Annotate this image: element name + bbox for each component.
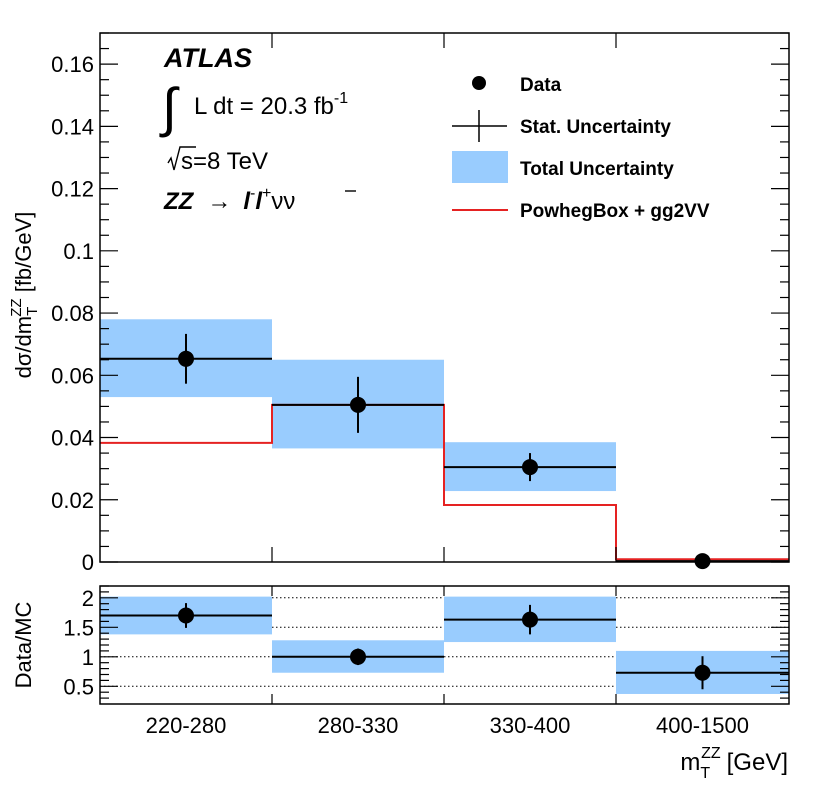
integral-sign: ∫ [159,78,180,138]
x-bin-label: 400-1500 [656,713,749,738]
legend-stat-label: Stat. Uncertainty [520,117,671,138]
xlabel-unit: [GeV] [727,749,788,776]
ratio-ytick-label: 2 [82,586,94,611]
main-ylabel-unit: [fb/GeV] [11,212,36,299]
process-l2: l [255,188,263,215]
main-ytick-label: 0.1 [63,239,94,264]
main-ytick-label: 0.08 [51,301,94,326]
xlabel-main: m [680,749,700,776]
legend-total-label: Total Uncertainty [520,159,674,180]
process-zz: ZZ [163,188,195,215]
experiment-label: ATLAS [163,43,252,73]
legend-pred-label: PowhegBox + gg2VV [520,201,710,222]
main-ylabel-sub: T [24,307,41,316]
process-arrow: → [207,188,231,215]
ratio-ytick-label: 1.5 [63,615,94,640]
ratio-panel: 0.5 1 1.5 2 [63,585,790,705]
main-ytick-label: 0.12 [51,177,94,202]
energy-label: s=8 TeV [181,148,268,175]
main-ytick-label: 0.04 [51,426,94,451]
ratio-ylabel: Data/MC [11,601,36,688]
ratio-ytick-label: 1 [82,645,94,670]
main-ytick-label: 0.06 [51,363,94,388]
lumi-label: L dt = 20.3 fb-1 [194,90,348,120]
sqrt-sign [167,146,196,171]
main-ytick-label: 0 [82,550,94,575]
x-bin-label: 220-280 [146,713,227,738]
x-bin-label: 330-400 [490,713,571,738]
process-l1: l [243,188,251,215]
main-ylabel: dσ/dmTZZ [fb/GeV] [8,212,41,379]
process-nu: νν [271,188,295,215]
xlabel: mT ZZ [GeV] [680,745,788,782]
data-point [350,396,366,413]
main-ylabel-sup: ZZ [8,298,25,316]
xlabel-sup: ZZ [701,745,721,762]
legend-total-swatch [452,151,508,183]
lumi-text: L dt = 20.3 fb [194,93,334,120]
ratio-point [350,648,366,665]
process-label: ZZ → l-l+νν [163,185,295,215]
lumi-exp: -1 [334,90,348,107]
x-bin-label: 280-330 [318,713,399,738]
ratio-point [178,607,194,624]
main-ylabel-text: dσ/dm [11,316,36,379]
main-panel: 0 0.02 0.04 0.06 0.08 0.1 0.12 0.14 0.16 [51,32,790,575]
legend-data-label: Data [520,75,562,96]
process-plus: + [262,185,271,202]
ratio-point [694,664,711,681]
main-ytick-label: 0.16 [51,52,94,77]
legend: Data Stat. Uncertainty Total Uncertainty… [452,75,710,222]
legend-data-marker [472,76,486,90]
data-point [522,459,538,476]
ratio-ytick-label: 0.5 [63,674,94,699]
data-point [694,553,711,570]
process-minus: - [250,185,255,202]
prediction-line [100,403,789,561]
xlabel-sub: T [700,765,710,782]
main-ytick-label: 0.14 [51,114,94,139]
ratio-point [522,611,538,628]
data-point [178,350,194,367]
main-ytick-label: 0.02 [51,488,94,513]
